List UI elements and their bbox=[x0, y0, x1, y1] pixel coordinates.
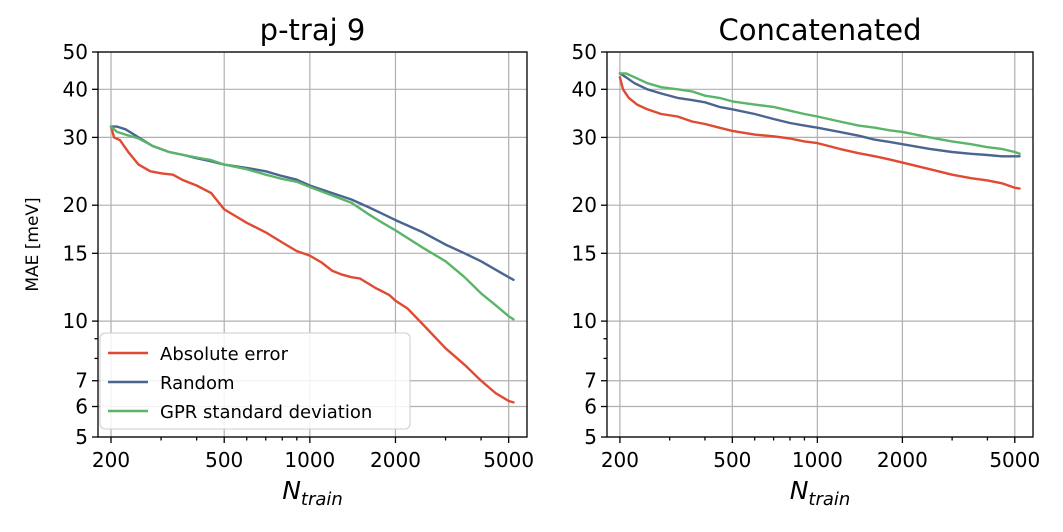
series-line-gpr-standard-deviation bbox=[109, 125, 515, 321]
y-tick-label: 6 bbox=[584, 395, 597, 419]
y-tick-label: 15 bbox=[572, 241, 597, 265]
x-tick-label: 200 bbox=[92, 448, 130, 472]
x-tick-label: 1000 bbox=[792, 448, 843, 472]
y-tick-label: 30 bbox=[63, 125, 88, 149]
x-tick-label: 2000 bbox=[877, 448, 928, 472]
series-line-absolute-error bbox=[618, 75, 1021, 190]
x-tick-label: 2000 bbox=[370, 448, 421, 472]
y-tick-label: 50 bbox=[572, 40, 597, 64]
y-axis-label: MAE [meV] bbox=[23, 197, 43, 291]
y-tick-label: 40 bbox=[63, 77, 88, 101]
plot-frame bbox=[606, 51, 1034, 438]
y-tick-label: 20 bbox=[63, 193, 88, 217]
series-group bbox=[109, 125, 515, 404]
y-tick-label: 20 bbox=[572, 193, 597, 217]
grid bbox=[607, 51, 1033, 438]
series-line-random bbox=[618, 72, 1021, 158]
y-tick-label: 50 bbox=[63, 40, 88, 64]
series-line-absolute-error bbox=[109, 125, 515, 404]
x-tick-label: 5000 bbox=[483, 448, 534, 472]
chart-panel-p-traj-9: 200 500 1000 2000 5000 5 67 10 15 20 30 40 50 p-traj … bbox=[23, 13, 534, 510]
series-group bbox=[618, 72, 1021, 190]
legend-label: Absolute error bbox=[160, 344, 289, 365]
y-tick-label: 7 bbox=[75, 369, 88, 393]
x-axis-label-main: N bbox=[790, 476, 809, 505]
y-tick-label: 10 bbox=[63, 309, 88, 333]
y-tick-label: 7 bbox=[584, 369, 597, 393]
y-tick-label: 30 bbox=[572, 125, 597, 149]
chart-title: p-traj 9 bbox=[260, 13, 366, 47]
x-tick-label: 500 bbox=[713, 448, 751, 472]
legend-label: Random bbox=[160, 373, 235, 394]
x-tick-label: 500 bbox=[205, 448, 243, 472]
y-tick-label: 5 bbox=[75, 425, 88, 449]
x-axis-label-subscript: train bbox=[301, 489, 343, 510]
series-line-gpr-standard-deviation bbox=[618, 72, 1021, 156]
x-tick-label: 1000 bbox=[284, 448, 335, 472]
x-axis-label-subscript: train bbox=[808, 489, 850, 510]
plot-frame bbox=[97, 51, 528, 438]
x-tick-label: 5000 bbox=[989, 448, 1040, 472]
chart-panel-concatenated: 200 500 1000 2000 5000 5 67 10 15 20 30 40 50 Concate… bbox=[572, 13, 1041, 510]
y-tick-label: 5 bbox=[584, 425, 597, 449]
y-tick-label: 40 bbox=[572, 77, 597, 101]
legend-box bbox=[99, 332, 411, 430]
x-axis-label: Ntrain bbox=[282, 476, 343, 510]
legend: Absolute error Random GPR standard deviati… bbox=[99, 332, 411, 430]
x-axis-label-main: N bbox=[282, 476, 301, 505]
y-tick-label: 15 bbox=[63, 241, 88, 265]
x-tick-label: 200 bbox=[601, 448, 639, 472]
y-tick-label: 6 bbox=[75, 395, 88, 419]
y-tick-label: 10 bbox=[572, 309, 597, 333]
legend-label: GPR standard deviation bbox=[160, 402, 372, 423]
chart-title: Concatenated bbox=[718, 13, 921, 47]
x-axis-label: Ntrain bbox=[790, 476, 851, 510]
